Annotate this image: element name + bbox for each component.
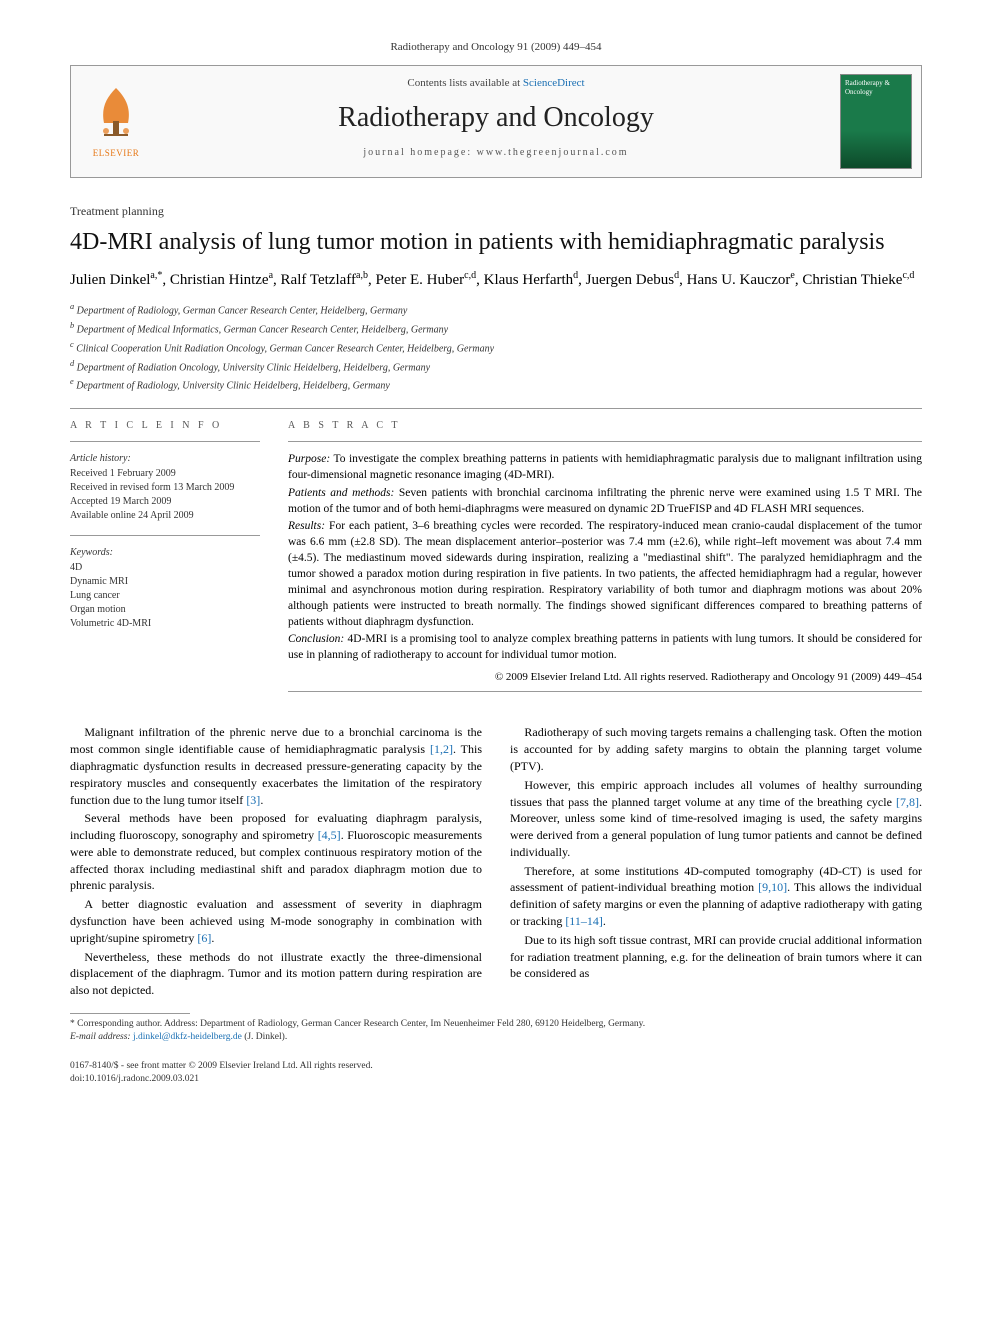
purpose-label: Purpose: bbox=[288, 453, 330, 465]
affiliation-item: d Department of Radiation Oncology, Univ… bbox=[70, 358, 922, 376]
publisher-logo: ELSEVIER bbox=[71, 66, 161, 177]
email-link[interactable]: j.dinkel@dkfz-heidelberg.de bbox=[133, 1032, 242, 1042]
conclusion-label: Conclusion: bbox=[288, 633, 344, 645]
author-name: Christian Thieke bbox=[802, 272, 902, 288]
abstract-copyright: © 2009 Elsevier Ireland Ltd. All rights … bbox=[288, 670, 922, 685]
history-item: Accepted 19 March 2009 bbox=[70, 495, 260, 509]
history-item: Received in revised form 13 March 2009 bbox=[70, 481, 260, 495]
author-name: Julien Dinkel bbox=[70, 272, 150, 288]
affiliation-item: a Department of Radiology, German Cancer… bbox=[70, 301, 922, 319]
body-p1a: Malignant infiltration of the phrenic ne… bbox=[70, 725, 482, 756]
history-label: Article history: bbox=[70, 452, 260, 466]
email-suffix: (J. Dinkel). bbox=[242, 1032, 287, 1042]
article-info-column: A R T I C L E I N F O Article history: R… bbox=[70, 419, 260, 702]
author-affil-mark: d bbox=[674, 270, 679, 281]
citation-link[interactable]: [4,5] bbox=[318, 828, 341, 842]
divider bbox=[288, 691, 922, 692]
journal-name: Radiotherapy and Oncology bbox=[169, 99, 823, 137]
author-name: Christian Hintze bbox=[170, 272, 269, 288]
affiliation-item: c Clinical Cooperation Unit Radiation On… bbox=[70, 339, 922, 357]
body-p5: Radiotherapy of such moving targets rema… bbox=[510, 724, 922, 774]
body-p6a: However, this empiric approach includes … bbox=[510, 778, 922, 809]
author-affil-mark: d bbox=[573, 270, 578, 281]
abstract-column: A B S T R A C T Purpose: To investigate … bbox=[288, 419, 922, 702]
keyword-item: Lung cancer bbox=[70, 589, 260, 603]
article-title: 4D-MRI analysis of lung tumor motion in … bbox=[70, 227, 922, 257]
keyword-item: 4D bbox=[70, 561, 260, 575]
body-p1c: . bbox=[260, 793, 263, 807]
footer-doi: doi:10.1016/j.radonc.2009.03.021 bbox=[70, 1073, 922, 1086]
corresponding-author: * Corresponding author. Address: Departm… bbox=[70, 1018, 922, 1031]
citation-link[interactable]: [1,2] bbox=[430, 742, 453, 756]
citation-link[interactable]: [11–14] bbox=[565, 914, 603, 928]
page-footer: 0167-8140/$ - see front matter © 2009 El… bbox=[70, 1060, 922, 1086]
divider bbox=[70, 408, 922, 409]
body-text: Malignant infiltration of the phrenic ne… bbox=[70, 724, 922, 999]
author-affil-mark: a,b bbox=[356, 270, 368, 281]
section-label: Treatment planning bbox=[70, 203, 922, 219]
citation-link[interactable]: [9,10] bbox=[758, 880, 787, 894]
contents-prefix: Contents lists available at bbox=[407, 77, 522, 89]
author-affil-mark: c,d bbox=[902, 270, 914, 281]
author-affil-mark: a bbox=[269, 270, 273, 281]
article-info-heading: A R T I C L E I N F O bbox=[70, 419, 260, 433]
footnote-separator bbox=[70, 1013, 190, 1014]
divider bbox=[288, 441, 922, 442]
keywords-label: Keywords: bbox=[70, 546, 260, 560]
results-text: For each patient, 3–6 breathing cycles w… bbox=[288, 520, 922, 627]
divider bbox=[70, 441, 260, 442]
purpose-text: To investigate the complex breathing pat… bbox=[288, 453, 922, 481]
body-p4: Nevertheless, these methods do not illus… bbox=[70, 949, 482, 999]
body-p3b: . bbox=[211, 931, 214, 945]
keyword-item: Organ motion bbox=[70, 603, 260, 617]
cover-image: Radiotherapy & Oncology bbox=[840, 74, 912, 169]
footnotes: * Corresponding author. Address: Departm… bbox=[70, 1018, 922, 1044]
affiliation-item: b Department of Medical Informatics, Ger… bbox=[70, 320, 922, 338]
body-p8: Due to its high soft tissue contrast, MR… bbox=[510, 932, 922, 982]
author-name: Peter E. Huber bbox=[375, 272, 464, 288]
citation-link[interactable]: [7,8] bbox=[896, 795, 919, 809]
contents-available: Contents lists available at ScienceDirec… bbox=[169, 76, 823, 91]
body-p7c: . bbox=[603, 914, 606, 928]
keyword-item: Volumetric 4D-MRI bbox=[70, 617, 260, 631]
affiliation-item: e Department of Radiology, University Cl… bbox=[70, 376, 922, 394]
sciencedirect-link[interactable]: ScienceDirect bbox=[523, 77, 585, 89]
methods-label: Patients and methods: bbox=[288, 487, 394, 499]
keyword-item: Dynamic MRI bbox=[70, 575, 260, 589]
author-affil-mark: a,* bbox=[150, 270, 162, 281]
elsevier-tree-icon bbox=[86, 83, 146, 143]
journal-cover-thumb: Radiotherapy & Oncology bbox=[831, 66, 921, 177]
results-label: Results: bbox=[288, 520, 325, 532]
history-item: Received 1 February 2009 bbox=[70, 467, 260, 481]
affiliations-list: a Department of Radiology, German Cancer… bbox=[70, 301, 922, 394]
conclusion-text: 4D-MRI is a promising tool to analyze co… bbox=[288, 633, 922, 661]
citation-link[interactable]: [3] bbox=[246, 793, 260, 807]
footer-copyright: 0167-8140/$ - see front matter © 2009 El… bbox=[70, 1060, 922, 1073]
authors-list: Julien Dinkela,*, Christian Hintzea, Ral… bbox=[70, 269, 922, 291]
author-name: Hans U. Kauczor bbox=[687, 272, 791, 288]
body-p3a: A better diagnostic evaluation and asses… bbox=[70, 897, 482, 945]
email-label: E-mail address: bbox=[70, 1032, 131, 1042]
author-name: Klaus Herfarth bbox=[484, 272, 574, 288]
history-item: Available online 24 April 2009 bbox=[70, 509, 260, 523]
journal-homepage: journal homepage: www.thegreenjournal.co… bbox=[169, 146, 823, 160]
citation-link[interactable]: [6] bbox=[197, 931, 211, 945]
abstract-heading: A B S T R A C T bbox=[288, 419, 922, 433]
author-name: Juergen Debus bbox=[586, 272, 674, 288]
author-affil-mark: c,d bbox=[464, 270, 476, 281]
journal-header: ELSEVIER Contents lists available at Sci… bbox=[70, 65, 922, 178]
author-name: Ralf Tetzlaff bbox=[281, 272, 356, 288]
running-head: Radiotherapy and Oncology 91 (2009) 449–… bbox=[70, 40, 922, 55]
author-affil-mark: e bbox=[790, 270, 794, 281]
divider bbox=[70, 535, 260, 536]
publisher-label: ELSEVIER bbox=[93, 147, 140, 159]
